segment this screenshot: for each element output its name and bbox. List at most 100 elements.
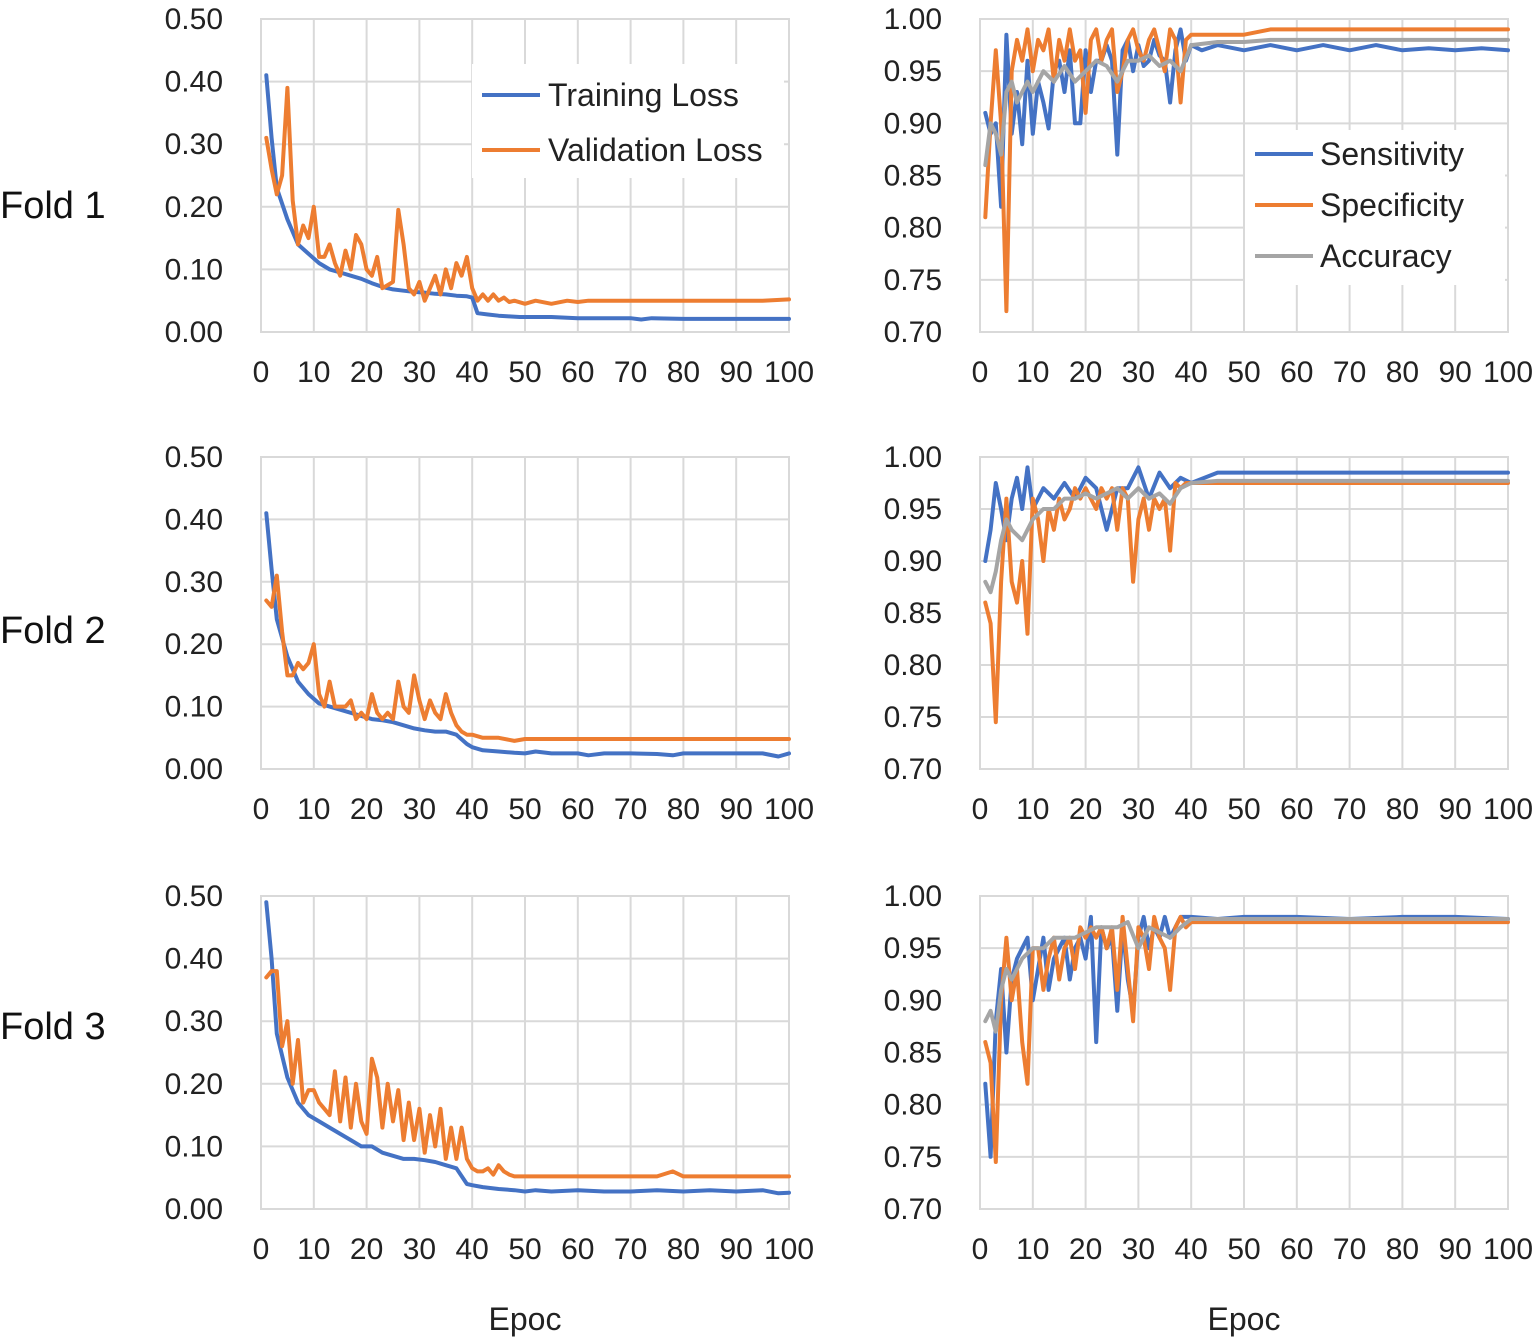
x-tick-label: 80 [667,793,700,826]
x-tick-label: 70 [614,1233,647,1266]
x-tick-label: 80 [667,356,700,389]
chart-panel-6: 0.70 0.75 0.80 0.85 0.90 0.95 1.00 0 10 20 30 40 50 6… [884,880,1533,1266]
x-tick-label: 70 [614,356,647,389]
series-line-blue [264,900,791,1196]
legend-entry: Training Loss [548,77,739,113]
x-tick-label: 100 [764,356,814,389]
y-tick-label: 0.85 [884,160,942,193]
x-tick-label: 90 [1439,793,1472,826]
x-tick-label: 80 [667,1233,700,1266]
y-tick-label: 1.00 [884,3,942,36]
y-tick-label: 0.40 [165,503,223,536]
x-tick-label: 20 [350,356,383,389]
y-tick-label: 0.85 [884,1037,942,1070]
legend-entry: Sensitivity [1320,136,1464,172]
x-tick-label: 10 [297,356,330,389]
series-line-orange [983,914,1510,1164]
x-tick-label: 0 [972,793,989,826]
y-tick-label: 0.70 [884,1193,942,1226]
x-tick-label: 30 [1122,793,1155,826]
legend-entry: Specificity [1320,187,1464,223]
x-tick-label: 20 [1069,356,1102,389]
plot-area-frame [979,456,1509,770]
series-line-blue [983,465,1510,563]
chart-panel-1: 0.00 0.10 0.20 0.30 0.40 0.50 0 10 20 30 40 50 60 70 8… [165,3,814,389]
y-tick-label: 0.40 [165,943,223,976]
x-tick-label: 40 [1175,1233,1208,1266]
y-tick-label: 0.00 [165,1193,223,1226]
y-tick-label: 0.10 [165,691,223,724]
x-tick-label: 50 [508,1233,541,1266]
x-tick-label: 0 [253,793,270,826]
y-tick-label: 0.95 [884,493,942,526]
y-tick-label: 0.80 [884,649,942,682]
series-line-gray [983,478,1510,595]
x-tick-label: 80 [1386,356,1419,389]
y-tick-label: 0.30 [165,128,223,161]
y-tick-label: 1.00 [884,880,942,913]
x-tick-label: 0 [253,1233,270,1266]
x-tick-label: 60 [561,793,594,826]
x-tick-label: 30 [1122,356,1155,389]
x-tick-label: 90 [720,356,753,389]
series-line-orange [983,27,1510,314]
y-tick-label: 0.30 [165,1005,223,1038]
x-tick-label: 90 [720,1233,753,1266]
chart-panel-4: 0.70 0.75 0.80 0.85 0.90 0.95 1.00 0 10 20 30 40 50 6… [884,441,1533,826]
x-tick-label: 0 [253,356,270,389]
y-tick-label: 0.90 [884,984,942,1017]
y-tick-label: 0.50 [165,3,223,36]
x-tick-label: 10 [1016,356,1049,389]
x-tick-label: 20 [1069,1233,1102,1266]
y-tick-label: 0.80 [884,212,942,245]
x-tick-label: 50 [1227,793,1260,826]
chart-panel-2: 0.70 0.75 0.80 0.85 0.90 0.95 1.00 0 10 20 30 40 50 6… [884,3,1533,389]
x-tick-label: 50 [1227,356,1260,389]
x-tick-label: 60 [1280,356,1313,389]
y-tick-label: 0.00 [165,316,223,349]
series-line-orange [264,85,791,306]
x-tick-label: 0 [972,356,989,389]
y-tick-label: 1.00 [884,441,942,474]
x-tick-label: 50 [508,356,541,389]
legend-entry: Validation Loss [548,132,763,168]
x-tick-label: 60 [1280,1233,1313,1266]
y-tick-label: 0.20 [165,628,223,661]
x-tick-label: 70 [1333,1233,1366,1266]
x-tick-label: 10 [297,1233,330,1266]
plot-area-frame [979,895,1509,1210]
x-tick-label: 90 [720,793,753,826]
x-tick-label: 70 [1333,793,1366,826]
y-tick-label: 0.10 [165,1130,223,1163]
y-tick-label: 0.75 [884,264,942,297]
y-tick-label: 0.85 [884,597,942,630]
x-tick-label: 50 [508,793,541,826]
y-tick-label: 0.90 [884,107,942,140]
x-tick-label: 60 [561,1233,594,1266]
legend-background [472,64,784,178]
x-tick-label: 60 [561,356,594,389]
legend-entry: Accuracy [1320,238,1452,274]
chart-panel-3: 0.00 0.10 0.20 0.30 0.40 0.50 0 10 20 30 40 50 60 70 8… [165,441,814,826]
x-tick-label: 40 [456,1233,489,1266]
x-tick-label: 100 [1483,793,1533,826]
series-line-blue [983,27,1510,209]
x-axis-label: Epoc [1208,1301,1281,1337]
x-tick-label: 0 [972,1233,989,1266]
series-line-orange [264,573,791,743]
y-tick-label: 0.95 [884,932,942,965]
x-tick-label: 100 [764,793,814,826]
plot-area-frame [979,18,1509,333]
fold-label: Fold 3 [0,1006,106,1048]
y-tick-label: 0.50 [165,880,223,913]
x-tick-label: 40 [456,793,489,826]
x-tick-label: 30 [403,356,436,389]
y-tick-label: 0.70 [884,316,942,349]
x-tick-label: 10 [297,793,330,826]
x-tick-label: 20 [1069,793,1102,826]
y-tick-label: 0.00 [165,753,223,786]
x-tick-label: 10 [1016,1233,1049,1266]
y-tick-label: 0.50 [165,441,223,474]
x-tick-label: 40 [456,356,489,389]
